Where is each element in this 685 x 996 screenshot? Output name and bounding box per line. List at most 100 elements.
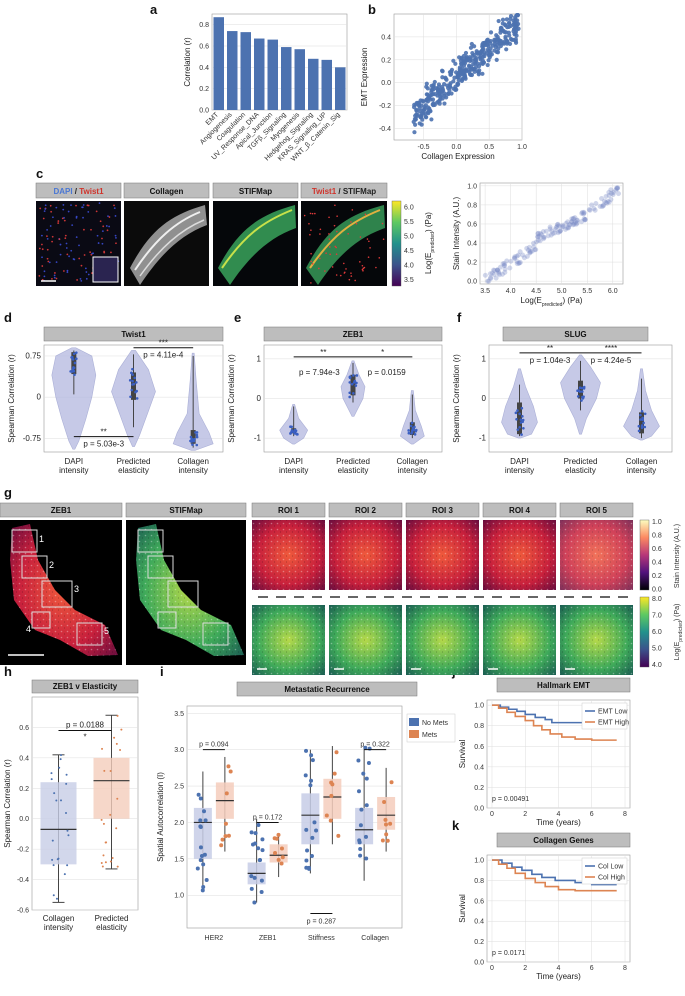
i-point bbox=[259, 878, 264, 883]
c-point bbox=[487, 271, 493, 277]
c-point bbox=[552, 230, 558, 236]
twist-speck bbox=[328, 233, 330, 235]
twist-speck bbox=[310, 229, 312, 231]
twist-speck bbox=[378, 257, 381, 259]
b-point bbox=[463, 50, 469, 56]
i-point bbox=[204, 878, 209, 883]
b-point bbox=[507, 33, 512, 38]
h-point bbox=[67, 834, 70, 837]
dapi-speck bbox=[47, 260, 50, 263]
a-bar bbox=[335, 67, 346, 110]
j-legend-label: EMT Low bbox=[598, 709, 628, 716]
h-point bbox=[59, 758, 62, 761]
twist-speck bbox=[342, 262, 345, 265]
c-point bbox=[494, 267, 500, 273]
f-iqr bbox=[578, 380, 583, 399]
i-point bbox=[380, 838, 385, 843]
twist-speck bbox=[362, 269, 364, 272]
c-point bbox=[610, 192, 616, 198]
f-point bbox=[637, 429, 641, 433]
g-colorbar-bottom-tick: 7.0 bbox=[652, 613, 662, 620]
h-ytick-label: 0.2 bbox=[19, 786, 29, 793]
g-roi5-edge bbox=[560, 520, 633, 590]
i-point bbox=[304, 827, 309, 832]
c-point bbox=[569, 219, 575, 225]
e-point bbox=[410, 431, 414, 434]
b-point bbox=[430, 102, 435, 107]
dapi-speck bbox=[98, 202, 101, 205]
twist-speck bbox=[368, 240, 370, 243]
c-point bbox=[527, 250, 533, 256]
dapi-speck bbox=[87, 211, 90, 213]
c-point bbox=[529, 248, 535, 254]
i-annotation: p = 0.172 bbox=[253, 814, 282, 821]
twist-speck bbox=[311, 212, 314, 215]
d-point bbox=[73, 361, 77, 365]
c-point bbox=[600, 203, 606, 209]
b-point bbox=[479, 61, 484, 66]
c-colorbar-tick: 4.5 bbox=[404, 248, 414, 255]
dapi-speck bbox=[75, 204, 77, 207]
twist-speck bbox=[367, 256, 370, 258]
h-annotation: * bbox=[83, 732, 86, 741]
dapi-speck bbox=[82, 204, 85, 206]
f-point bbox=[640, 426, 644, 430]
a-bar bbox=[267, 39, 278, 110]
dapi-speck bbox=[57, 220, 60, 222]
twist-speck bbox=[335, 253, 338, 256]
i-point bbox=[257, 858, 262, 863]
c-point bbox=[524, 253, 530, 259]
i-point bbox=[272, 836, 277, 841]
c-point bbox=[606, 189, 612, 195]
dapi-speck bbox=[110, 251, 112, 254]
twist-speck bbox=[361, 264, 364, 267]
j-title-bg bbox=[496, 677, 631, 693]
h-point bbox=[102, 854, 105, 857]
twist-speck bbox=[359, 261, 361, 263]
f-category-label-line: elasticity bbox=[565, 466, 596, 475]
b-point bbox=[505, 41, 510, 46]
i-point bbox=[279, 846, 284, 851]
d-category-label-line: elasticity bbox=[118, 466, 149, 475]
g-colorbar-bottom-tick: 6.0 bbox=[652, 629, 662, 636]
c-point bbox=[579, 219, 585, 225]
b-point bbox=[482, 40, 487, 45]
k-legend-label: Col High bbox=[598, 875, 625, 882]
b-point bbox=[455, 82, 460, 88]
dapi-speck bbox=[113, 204, 115, 207]
dapi-speck bbox=[79, 277, 82, 280]
d-point bbox=[195, 433, 199, 437]
g-roi-zeb1-texture bbox=[252, 520, 325, 590]
e-annotation: * bbox=[381, 348, 384, 357]
a-ytick-label: 0.8 bbox=[199, 22, 209, 29]
b-point bbox=[436, 84, 442, 89]
panel-i-box: Metastatic Recurrence 3.5 3.0 2.5 2.0 1.5 1.0 H… bbox=[156, 681, 456, 942]
dapi-speck bbox=[85, 271, 88, 273]
c-point bbox=[605, 199, 611, 205]
g-roi-number: 3 bbox=[74, 584, 79, 594]
c-point bbox=[549, 228, 555, 234]
h-point bbox=[115, 827, 118, 830]
twist-speck bbox=[361, 268, 364, 271]
panel-g-images: ZEB1 STIFMap 1 2 3 4 5 ROI 1 ROI 2 ROI 3 ROI 4 R… bbox=[0, 502, 684, 675]
d-category-label: Predicted elasticity bbox=[117, 457, 151, 475]
j-title: Hallmark EMT bbox=[537, 681, 590, 690]
f-point bbox=[518, 425, 521, 429]
g-colorbar-stiffness bbox=[639, 596, 650, 668]
i-point bbox=[249, 830, 254, 835]
c-colorbar-label: Log(Epredicted) (Pa) bbox=[424, 212, 436, 274]
k-xtick-label: 0 bbox=[490, 965, 494, 972]
b-point bbox=[498, 25, 504, 30]
i-point bbox=[280, 855, 285, 860]
e-category-label: Predicted elasticity bbox=[336, 457, 370, 475]
dapi-speck bbox=[41, 243, 43, 246]
c-point bbox=[514, 261, 520, 267]
j-xtick-label: 4 bbox=[557, 811, 561, 818]
b-point bbox=[412, 130, 417, 135]
dapi-speck bbox=[59, 243, 62, 246]
c-point bbox=[531, 240, 537, 246]
twist-speck bbox=[359, 236, 362, 238]
f-point bbox=[514, 411, 518, 415]
b-point bbox=[423, 114, 428, 119]
c-point bbox=[557, 228, 563, 234]
